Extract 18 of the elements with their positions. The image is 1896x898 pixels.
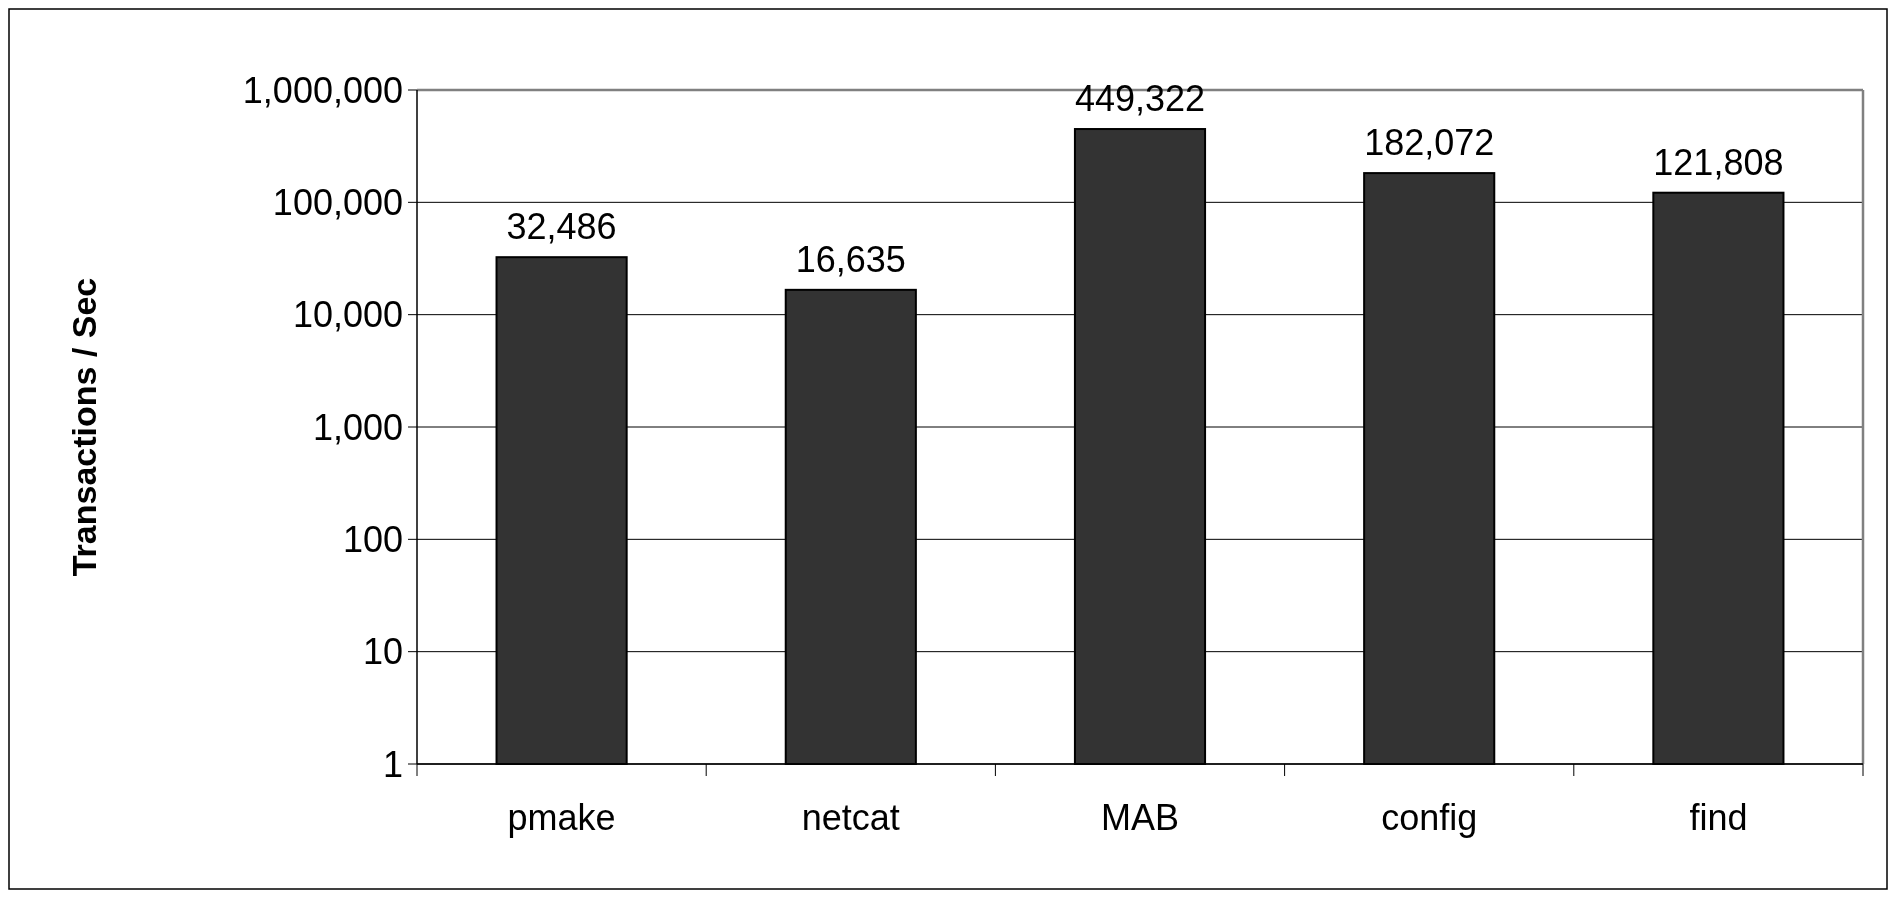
x-tick-label: find bbox=[1689, 797, 1748, 838]
y-tick-label: 1,000,000 bbox=[242, 69, 403, 111]
data-label: 449,322 bbox=[1074, 78, 1206, 120]
x-tick-label: config bbox=[1381, 797, 1478, 838]
y-tick-label: 10,000 bbox=[292, 294, 403, 336]
y-axis-title: Transactions / Sec bbox=[65, 277, 103, 577]
y-tick-label: 100,000 bbox=[272, 181, 403, 223]
data-label: 16,635 bbox=[795, 238, 906, 280]
data-label: 32,486 bbox=[506, 206, 617, 248]
x-tick-label: netcat bbox=[801, 797, 900, 838]
x-tick-label: MAB bbox=[1100, 797, 1180, 838]
y-tick-label: 1,000 bbox=[312, 406, 403, 448]
data-label: 121,808 bbox=[1653, 141, 1784, 183]
y-tick-label: 100 bbox=[342, 518, 403, 560]
y-tick-label: 1 bbox=[382, 743, 403, 785]
x-tick-label: pmake bbox=[507, 797, 616, 838]
y-tick-label: 10 bbox=[362, 631, 403, 673]
data-label: 182,072 bbox=[1364, 122, 1495, 164]
